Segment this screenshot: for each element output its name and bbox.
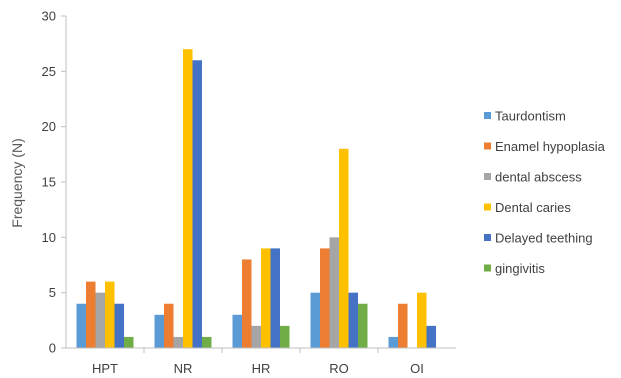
- bar: [270, 248, 280, 348]
- legend-swatch: [484, 234, 491, 241]
- legend-label: dental abscess: [495, 170, 582, 185]
- bar: [242, 259, 252, 348]
- bar: [280, 325, 290, 348]
- bar: [339, 148, 349, 348]
- legend-swatch: [484, 112, 491, 119]
- bar: [164, 303, 174, 348]
- bar: [426, 325, 436, 348]
- legend-swatch: [484, 203, 491, 211]
- bar: [202, 336, 212, 348]
- legend-swatch: [484, 173, 491, 180]
- legend-label: Dental caries: [495, 200, 571, 215]
- y-tick-label: 30: [42, 9, 56, 24]
- legend-label: gingivitis: [495, 261, 545, 276]
- y-tick-label: 10: [42, 230, 56, 245]
- legend: Taurdontism Enamel hypoplasia dental absce…: [484, 109, 606, 276]
- x-tick-label: NR: [174, 361, 193, 376]
- x-tick-label: HPT: [92, 361, 118, 376]
- y-tick-label: 25: [42, 64, 56, 79]
- bar: [124, 336, 134, 348]
- bar: [417, 292, 427, 348]
- bar: [114, 303, 124, 348]
- bar: [183, 49, 193, 348]
- bar: [105, 281, 115, 348]
- y-axis-ticks: 0 5 10 15 20 25 30: [42, 9, 66, 356]
- legend-label: Enamel hypoplasia: [495, 139, 606, 154]
- bar: [192, 60, 202, 349]
- y-tick-label: 5: [49, 285, 56, 300]
- y-tick-label: 20: [42, 119, 56, 134]
- legend-swatch: [484, 264, 491, 272]
- bar: [86, 281, 96, 348]
- bar: [232, 314, 242, 348]
- bar: [154, 314, 164, 348]
- bar: [76, 303, 86, 348]
- x-tick-label: HR: [252, 361, 271, 376]
- bar: [388, 336, 398, 348]
- bar: [320, 248, 330, 348]
- legend-swatch: [484, 142, 491, 150]
- y-tick-label: 0: [49, 341, 56, 356]
- bar: [348, 292, 358, 348]
- bar: [261, 248, 271, 348]
- bar: [173, 336, 183, 348]
- bar: [310, 292, 320, 348]
- y-tick-label: 15: [42, 175, 56, 190]
- x-tick-label: OI: [410, 361, 424, 376]
- bar: [329, 237, 339, 348]
- y-axis-title: Frequency (N): [9, 138, 25, 227]
- bar: [251, 325, 261, 348]
- x-axis-ticks: HPT NR HR RO OI: [92, 348, 424, 376]
- legend-label: Taurdontism: [495, 109, 566, 124]
- legend-label: Delayed teething: [495, 231, 593, 246]
- bar: [95, 292, 105, 348]
- bar: [358, 303, 368, 348]
- x-tick-label: RO: [329, 361, 349, 376]
- bar: [398, 303, 408, 348]
- bars: [76, 49, 436, 349]
